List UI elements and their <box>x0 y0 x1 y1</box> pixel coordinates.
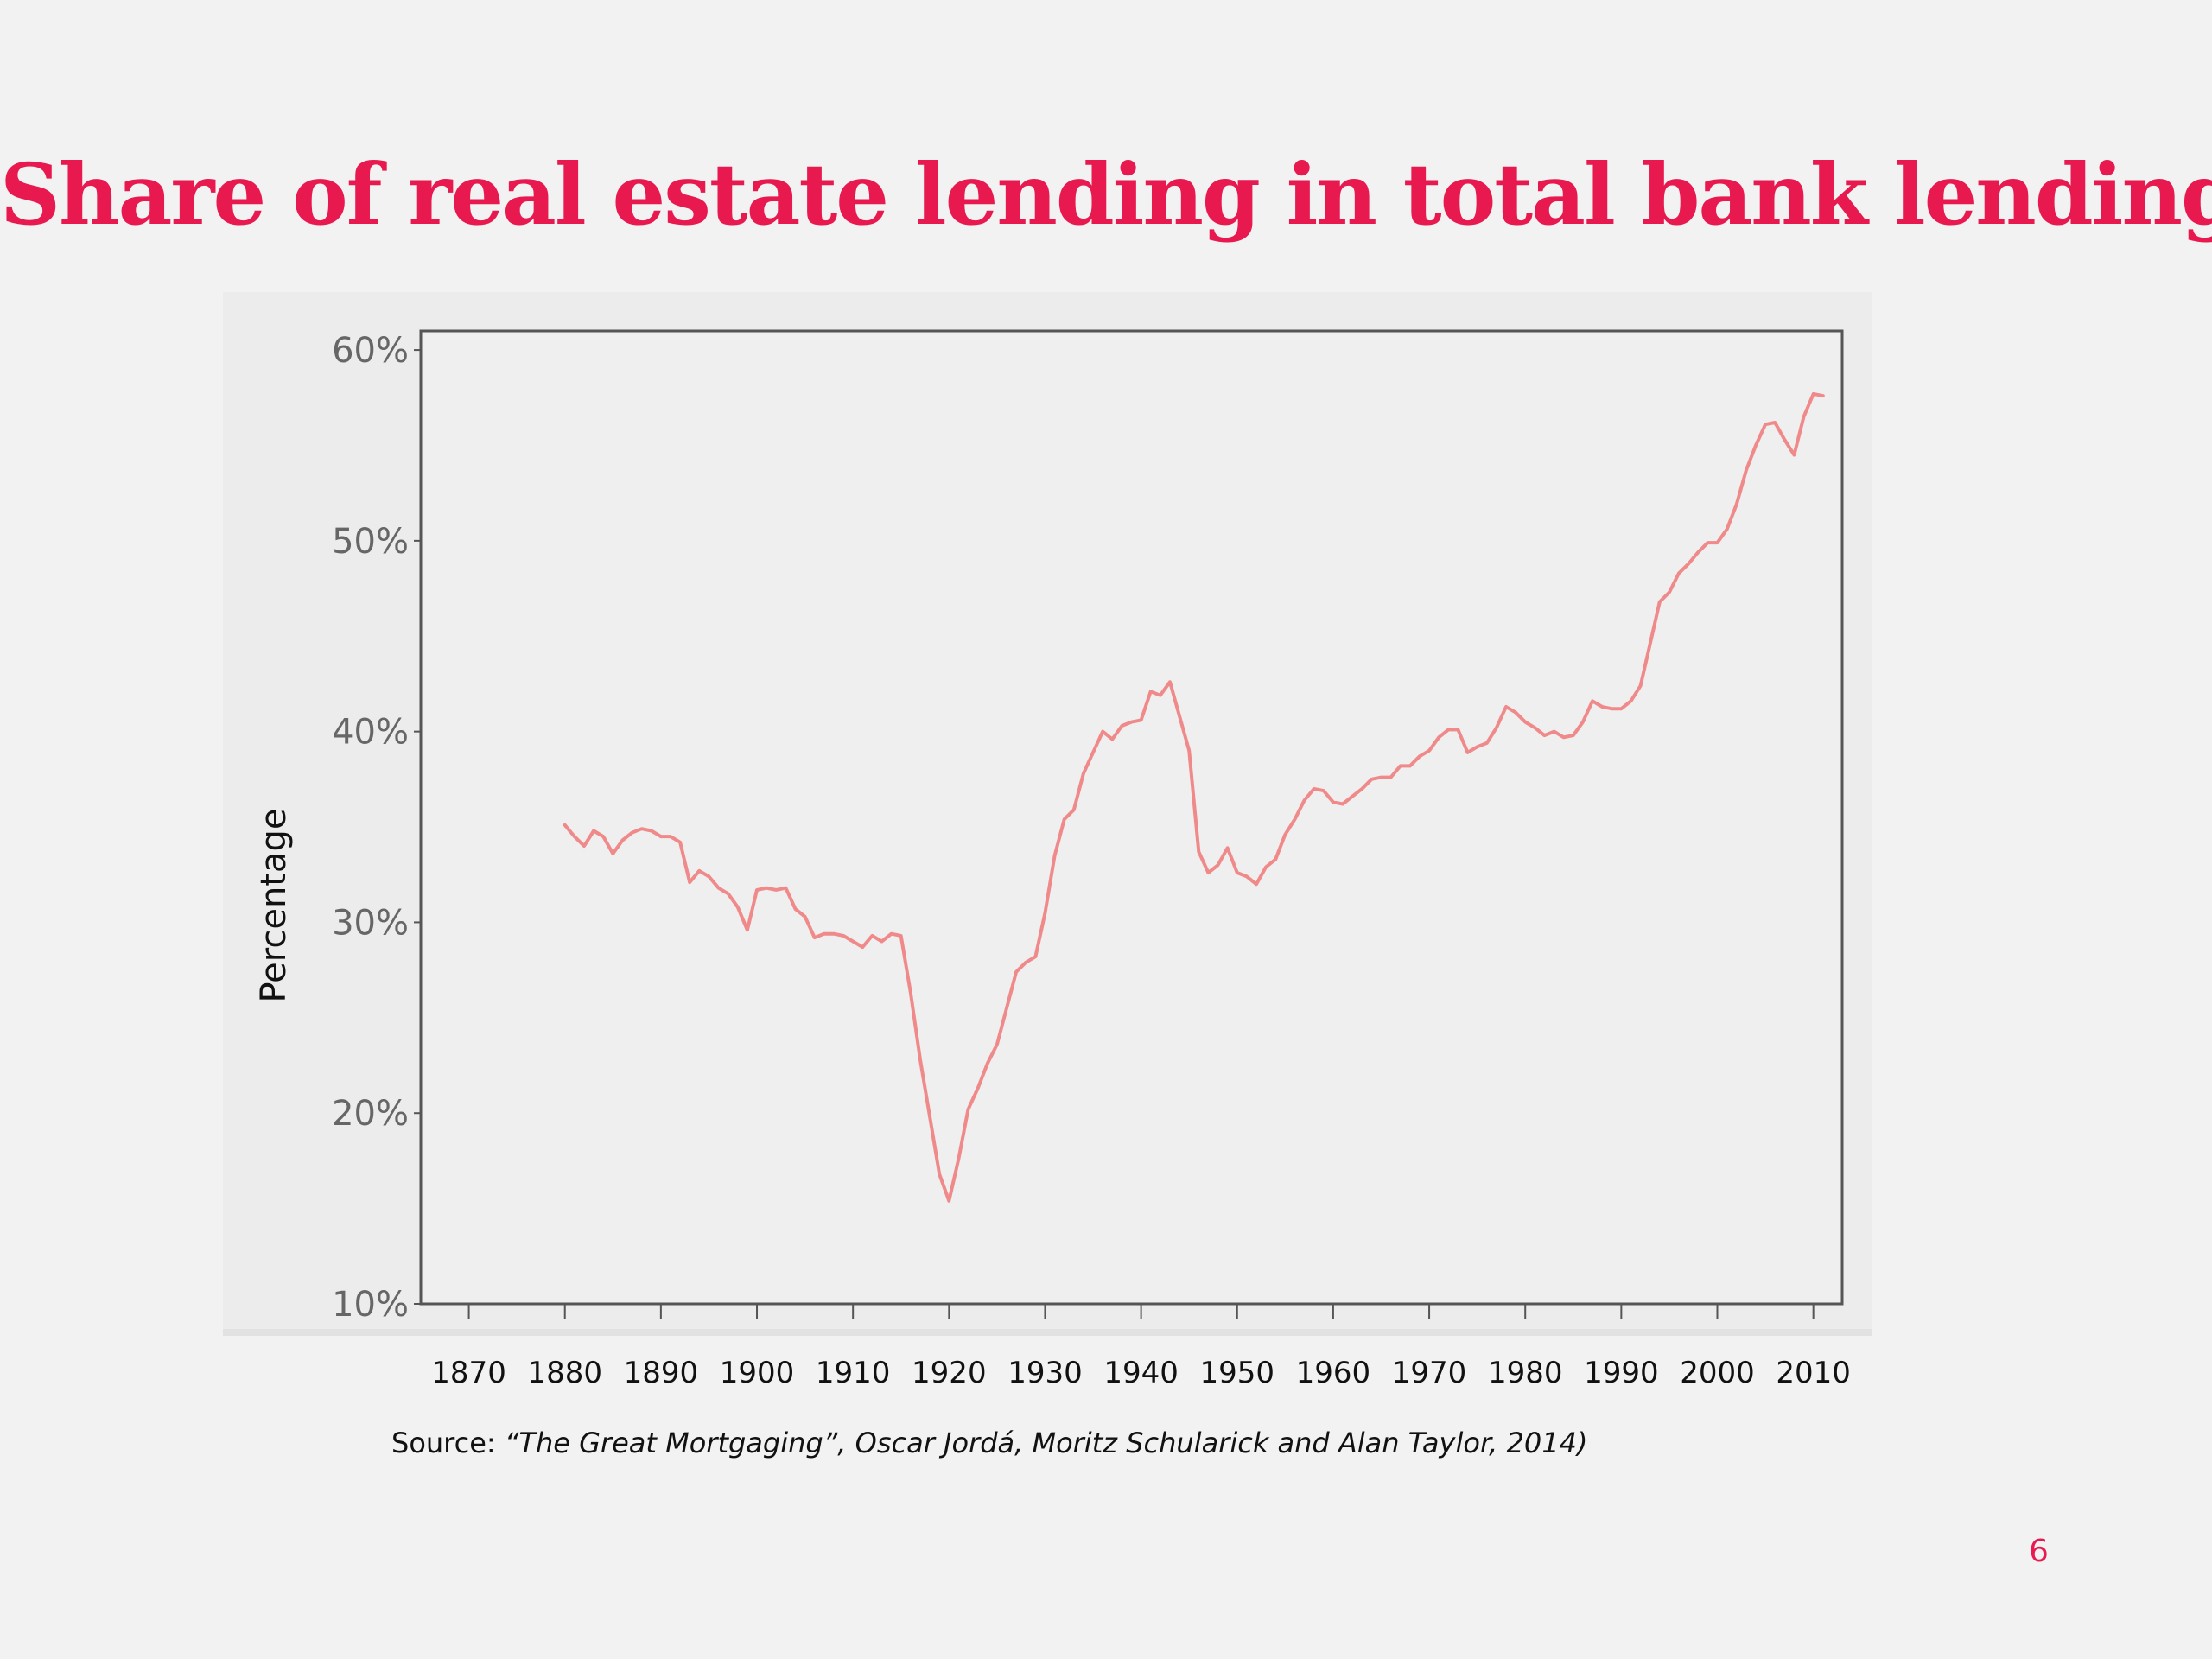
x-tick-label: 2010 <box>1776 1356 1851 1390</box>
x-tick-label: 1960 <box>1296 1356 1371 1390</box>
x-tick-label: 1910 <box>816 1356 891 1390</box>
y-tick-label: 50% <box>332 522 409 562</box>
x-tick-label: 1990 <box>1584 1356 1659 1390</box>
x-tick-label: 1970 <box>1392 1356 1467 1390</box>
x-tick-label: 1900 <box>720 1356 795 1390</box>
page-number: 6 <box>2029 1534 2049 1569</box>
y-tick-label: 30% <box>332 903 409 943</box>
source-prefix: Source: <box>391 1427 505 1459</box>
x-tick-label: 1890 <box>624 1356 699 1390</box>
y-tick-label: 20% <box>332 1094 409 1134</box>
source-note: Source: “The Great Mortgaging”, Oscar Jo… <box>391 1424 1587 1462</box>
source-citation: “The Great Mortgaging”, Oscar Jordá, Mor… <box>504 1427 1588 1459</box>
y-tick-label: 40% <box>332 713 409 753</box>
x-tick-label: 1930 <box>1007 1356 1083 1390</box>
y-tick-label: 10% <box>332 1285 409 1325</box>
x-axis: 1870 1880 1890 1900 1910 1920 1930 1940 1950 1960… <box>431 1304 1851 1390</box>
plot-frame <box>419 329 1844 1306</box>
y-axis: 10% 20% 30% 40% 50% 60% <box>332 331 421 1325</box>
x-tick-label: 1940 <box>1103 1356 1179 1390</box>
x-tick-label: 2000 <box>1680 1356 1755 1390</box>
series-line <box>563 391 1825 1203</box>
y-axis-title: Percentage <box>254 808 294 1002</box>
x-tick-label: 1870 <box>431 1356 506 1390</box>
series-layer <box>563 391 1825 1203</box>
y-tick-label: 60% <box>332 331 409 371</box>
slide-title: Share of real estate lending in total ba… <box>0 145 2212 244</box>
plot-area <box>419 329 1844 1306</box>
x-tick-label: 1920 <box>912 1356 987 1390</box>
x-tick-label: 1880 <box>527 1356 602 1390</box>
x-tick-label: 1950 <box>1199 1356 1274 1390</box>
x-tick-label: 1980 <box>1488 1356 1563 1390</box>
